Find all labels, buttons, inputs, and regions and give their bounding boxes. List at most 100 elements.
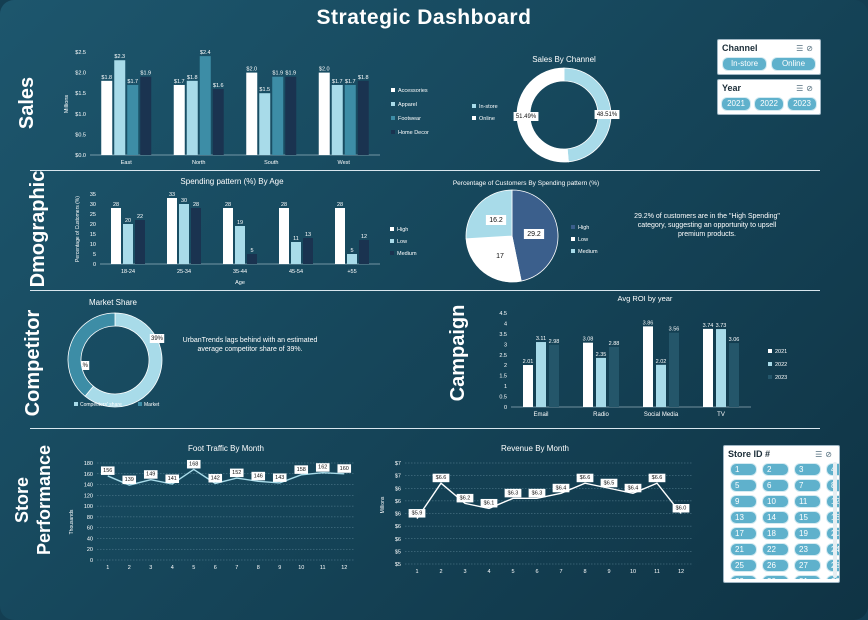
revenue_by_month-point-label: $6.2	[460, 495, 471, 501]
sales_by_region-data-label: $1.5	[259, 87, 270, 93]
spending_by_age-bar	[135, 220, 145, 264]
revenue_by_month-ytick: $7	[395, 474, 401, 480]
store-option-17[interactable]: 17	[730, 527, 757, 540]
foot_traffic-ytick: 140	[84, 483, 93, 489]
store-option-3[interactable]: 3	[794, 463, 821, 476]
store-option-19[interactable]: 19	[794, 527, 821, 540]
avg_roi_by_year-legend-swatch	[768, 349, 772, 353]
foot_traffic-xtick: 7	[235, 565, 238, 571]
store-option-23[interactable]: 23	[794, 543, 821, 556]
store-slicer-scrollbar[interactable]	[833, 462, 837, 578]
revenue_by_month-point-label: $6.6	[652, 475, 663, 481]
store-option-30[interactable]: 30	[762, 575, 789, 579]
foot_traffic-point-label: 146	[254, 473, 263, 479]
sales_by_region-ytick: $2.5	[75, 50, 86, 56]
store-option-21[interactable]: 21	[730, 543, 757, 556]
spending-pie-slice	[465, 235, 522, 283]
channel-option-in-store[interactable]: In-store	[722, 57, 767, 71]
store-option-32[interactable]: 32	[826, 575, 839, 579]
spending_by_age-data-label: 30	[181, 198, 187, 204]
spending_by_age-category-label: +55	[347, 269, 356, 275]
avg_roi_by_year-bar	[523, 365, 533, 407]
spending_by_age-bar	[279, 208, 289, 264]
store-option-7[interactable]: 7	[794, 479, 821, 492]
store-option-22[interactable]: 22	[762, 543, 789, 556]
revenue_by_month-point-label-box	[480, 498, 498, 508]
filter-icons[interactable]: ☰⊘	[815, 449, 835, 459]
spending-pie-legend-label: High	[578, 225, 589, 231]
foot-traffic-title: Foot Traffic By Month	[188, 444, 264, 453]
revenue_by_month-point-label: $6.3	[532, 490, 543, 496]
avg_roi_by_year-bar	[656, 364, 666, 407]
store-option-29[interactable]: 29	[730, 575, 757, 579]
sales-ylabel: Millions	[64, 95, 70, 114]
sales_by_region-bar	[285, 76, 297, 155]
sales_by_region-data-label: $1.7	[127, 79, 138, 85]
foot_traffic-point-label-box	[337, 464, 352, 473]
filter-icons[interactable]: ☰⊘	[796, 83, 816, 93]
store-option-2[interactable]: 2	[762, 463, 789, 476]
sales_by_region-bar	[246, 72, 258, 155]
spending_by_age-data-label: 11	[293, 236, 299, 242]
year-slicer: Year ☰⊘ 2021 2022 2023	[717, 79, 821, 115]
sales_by_region-ytick: $0.0	[75, 153, 86, 159]
store-option-31[interactable]: 31	[794, 575, 821, 579]
store-option-15[interactable]: 15	[794, 511, 821, 524]
avg_roi_by_year-category-label: Social Media	[644, 412, 679, 418]
store-option-25[interactable]: 25	[730, 559, 757, 572]
avg_roi_by_year-ytick: 4.5	[499, 311, 507, 317]
store-option-10[interactable]: 10	[762, 495, 789, 508]
foot_traffic-point-label-box	[100, 466, 115, 475]
store-option-18[interactable]: 18	[762, 527, 789, 540]
revenue_by_month-point-label: $6.6	[436, 475, 447, 481]
revenue_by_month-ytick: $6	[395, 512, 401, 518]
sales_by_region-bar	[318, 72, 330, 155]
sales_by_channel-slice	[516, 67, 569, 163]
foot_traffic-point-label-box	[272, 473, 287, 482]
spending_by_age-bar	[167, 198, 177, 264]
spending_by_age-bar	[111, 208, 121, 264]
spending_by_age-data-label: 13	[305, 232, 311, 238]
store-option-6[interactable]: 6	[762, 479, 789, 492]
foot_traffic-ytick: 120	[84, 493, 93, 499]
sales_by_region-category-label: North	[192, 160, 205, 166]
sales_by_region-bar	[127, 84, 139, 155]
spending_by_age-bar	[335, 208, 345, 264]
store-option-1[interactable]: 1	[730, 463, 757, 476]
filter-icons[interactable]: ☰⊘	[796, 43, 816, 53]
channel-legend-swatch	[472, 116, 476, 120]
spending_by_age-ytick: 20	[90, 222, 96, 228]
store-option-27[interactable]: 27	[794, 559, 821, 572]
spending_by_age-legend-label: Medium	[397, 251, 417, 257]
spending_by_age-bar	[247, 254, 257, 264]
spending_by_age-category-label: 45-54	[289, 269, 303, 275]
foot_traffic-point-label-box	[143, 470, 158, 479]
foot_traffic-ytick: 180	[84, 461, 93, 467]
market_share-slice	[67, 312, 116, 397]
year-option-2023[interactable]: 2023	[787, 97, 817, 111]
store-option-11[interactable]: 11	[794, 495, 821, 508]
spending_by_age-ytick: 25	[90, 212, 96, 218]
channel-option-online[interactable]: Online	[771, 57, 816, 71]
store-option-5[interactable]: 5	[730, 479, 757, 492]
year-option-2021[interactable]: 2021	[721, 97, 751, 111]
sales_by_region-bar	[357, 80, 369, 155]
foot_traffic-xtick: 9	[278, 565, 281, 571]
store-option-14[interactable]: 14	[762, 511, 789, 524]
divider-3	[30, 428, 820, 429]
foot_traffic-point-label-box	[208, 473, 223, 483]
store-option-13[interactable]: 13	[730, 511, 757, 524]
avg_roi_by_year-category-label: Radio	[593, 412, 609, 418]
spending_by_age-data-label: 28	[193, 202, 199, 208]
sales_by_region-bar	[259, 93, 271, 155]
store-option-26[interactable]: 26	[762, 559, 789, 572]
spending_by_age-bar	[291, 242, 301, 264]
foot_traffic-point-label-box	[165, 474, 180, 484]
spending_by_age-legend-swatch	[390, 251, 394, 255]
sales_by_region-ytick: $1.5	[75, 91, 86, 97]
foot_traffic-point-label: 160	[340, 466, 349, 472]
year-option-2022[interactable]: 2022	[754, 97, 784, 111]
store-option-9[interactable]: 9	[730, 495, 757, 508]
sales_by_region-data-label: $1.8	[101, 75, 112, 81]
avg_roi_by_year-ytick: 0.5	[499, 395, 507, 401]
